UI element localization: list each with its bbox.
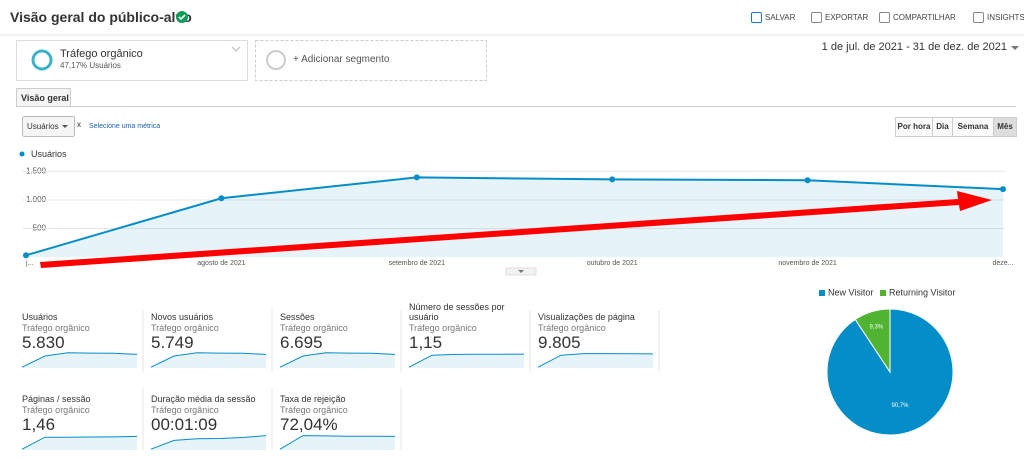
- metric-value: 1,46: [22, 415, 56, 434]
- x-tick-label: deze...: [992, 260, 1013, 267]
- granularity-button[interactable]: Mês: [993, 117, 1017, 137]
- date-range[interactable]: 1 de jul. de 2021 - 31 de dez. de 2021: [821, 41, 1007, 53]
- legend-label: Returning Visitor: [889, 287, 955, 297]
- sparkline: [537, 353, 654, 368]
- granularity-button[interactable]: Por hora: [895, 117, 933, 137]
- metric-name: Usuários: [27, 122, 59, 131]
- granularity-button[interactable]: Semana: [952, 117, 994, 137]
- granularity-button[interactable]: Dia: [932, 117, 953, 137]
- sparkline-area: [538, 353, 653, 368]
- metric-value: 6.695: [280, 333, 323, 352]
- metric-label: Duração média da sessão: [151, 394, 256, 404]
- metric-value: 72,04%: [280, 415, 338, 434]
- action-icon: [973, 12, 984, 23]
- segment-box[interactable]: [16, 40, 248, 81]
- metric-segment: Tráfego orgânico: [151, 405, 219, 415]
- x-tick-label: setembro de 2021: [389, 260, 446, 267]
- action-button[interactable]: INSIGHTS: [987, 13, 1024, 22]
- add-metric[interactable]: Selecione uma métrica: [89, 123, 161, 130]
- pie-slice: [854, 308, 891, 374]
- sparkline-area: [280, 352, 395, 368]
- metric-label: Visualizações de página: [538, 312, 635, 322]
- data-point: [23, 252, 29, 259]
- sparkline-area: [22, 436, 137, 450]
- legend-label: New Visitor: [828, 287, 873, 297]
- sparkline: [150, 435, 267, 450]
- action-icon: [751, 12, 762, 23]
- x-tick-label: outubro de 2021: [587, 260, 638, 267]
- metric-label: Usuários: [22, 312, 58, 322]
- action-button[interactable]: EXPORTAR: [825, 13, 869, 22]
- x-tick-label: j...: [25, 260, 33, 267]
- data-point: [1000, 186, 1006, 193]
- metric-label: Sessões: [280, 312, 315, 322]
- legend-label: Usuários: [31, 149, 67, 159]
- sparkline: [21, 352, 138, 368]
- metric-value: 1,15: [409, 333, 443, 352]
- sparkline: [21, 435, 138, 450]
- sparkline: [150, 352, 267, 368]
- x-tick-label: novembro de 2021: [778, 260, 836, 267]
- metric-segment: Tráfego orgânico: [22, 323, 90, 333]
- tab: Visão geral: [21, 93, 69, 103]
- metric-segment: Tráfego orgânico: [280, 323, 348, 333]
- metric-segment: Tráfego orgânico: [538, 323, 606, 333]
- sparkline-area: [151, 435, 266, 450]
- metric-value: 5.830: [22, 333, 65, 352]
- action-button[interactable]: SALVAR: [765, 13, 796, 22]
- legend-swatch: [819, 290, 825, 296]
- sparkline: [279, 352, 396, 368]
- metric-label: Número de sessões por usuário: [409, 302, 505, 322]
- data-point: [218, 195, 225, 202]
- metric-value: 5.749: [151, 333, 194, 352]
- segment-name: Tráfego orgânico: [60, 48, 143, 60]
- action-icon: [879, 12, 890, 23]
- metric-label: Páginas / sessão: [22, 394, 91, 404]
- data-point: [413, 174, 420, 181]
- remove-metric[interactable]: x: [77, 120, 81, 129]
- action-button[interactable]: COMPARTILHAR: [893, 13, 956, 22]
- slice-label: 90,7%: [891, 403, 909, 409]
- metric-select[interactable]: [22, 116, 75, 137]
- sparkline: [279, 435, 396, 450]
- metric-segment: Tráfego orgânico: [151, 323, 219, 333]
- metric-label: Taxa de rejeição: [280, 394, 346, 404]
- slice-label: 9,3%: [870, 324, 884, 330]
- metric-segment: Tráfego orgânico: [409, 323, 477, 333]
- sparkline-area: [151, 352, 266, 368]
- metric-segment: Tráfego orgânico: [22, 405, 90, 415]
- action-icon: [811, 12, 822, 23]
- x-tick-label: agosto de 2021: [197, 260, 245, 267]
- segment-detail: 47,17% Usuários: [60, 61, 121, 70]
- add-segment-box[interactable]: [255, 40, 487, 81]
- sparkline-area: [280, 435, 395, 450]
- sparkline-area: [409, 354, 524, 368]
- data-point: [804, 177, 811, 184]
- metric-segment: Tráfego orgânico: [280, 405, 348, 415]
- metric-value: 00:01:09: [151, 415, 218, 434]
- sparkline: [408, 353, 525, 368]
- sparkline-area: [22, 352, 137, 368]
- data-point: [609, 176, 616, 183]
- metric-value: 9.805: [538, 333, 581, 352]
- legend-swatch: [880, 290, 886, 296]
- page-title: Visão geral do público-alvo: [10, 9, 192, 25]
- add-segment[interactable]: + Adicionar segmento: [293, 54, 390, 65]
- metric-label: Novos usuários: [151, 312, 214, 322]
- series-area: [26, 177, 1003, 257]
